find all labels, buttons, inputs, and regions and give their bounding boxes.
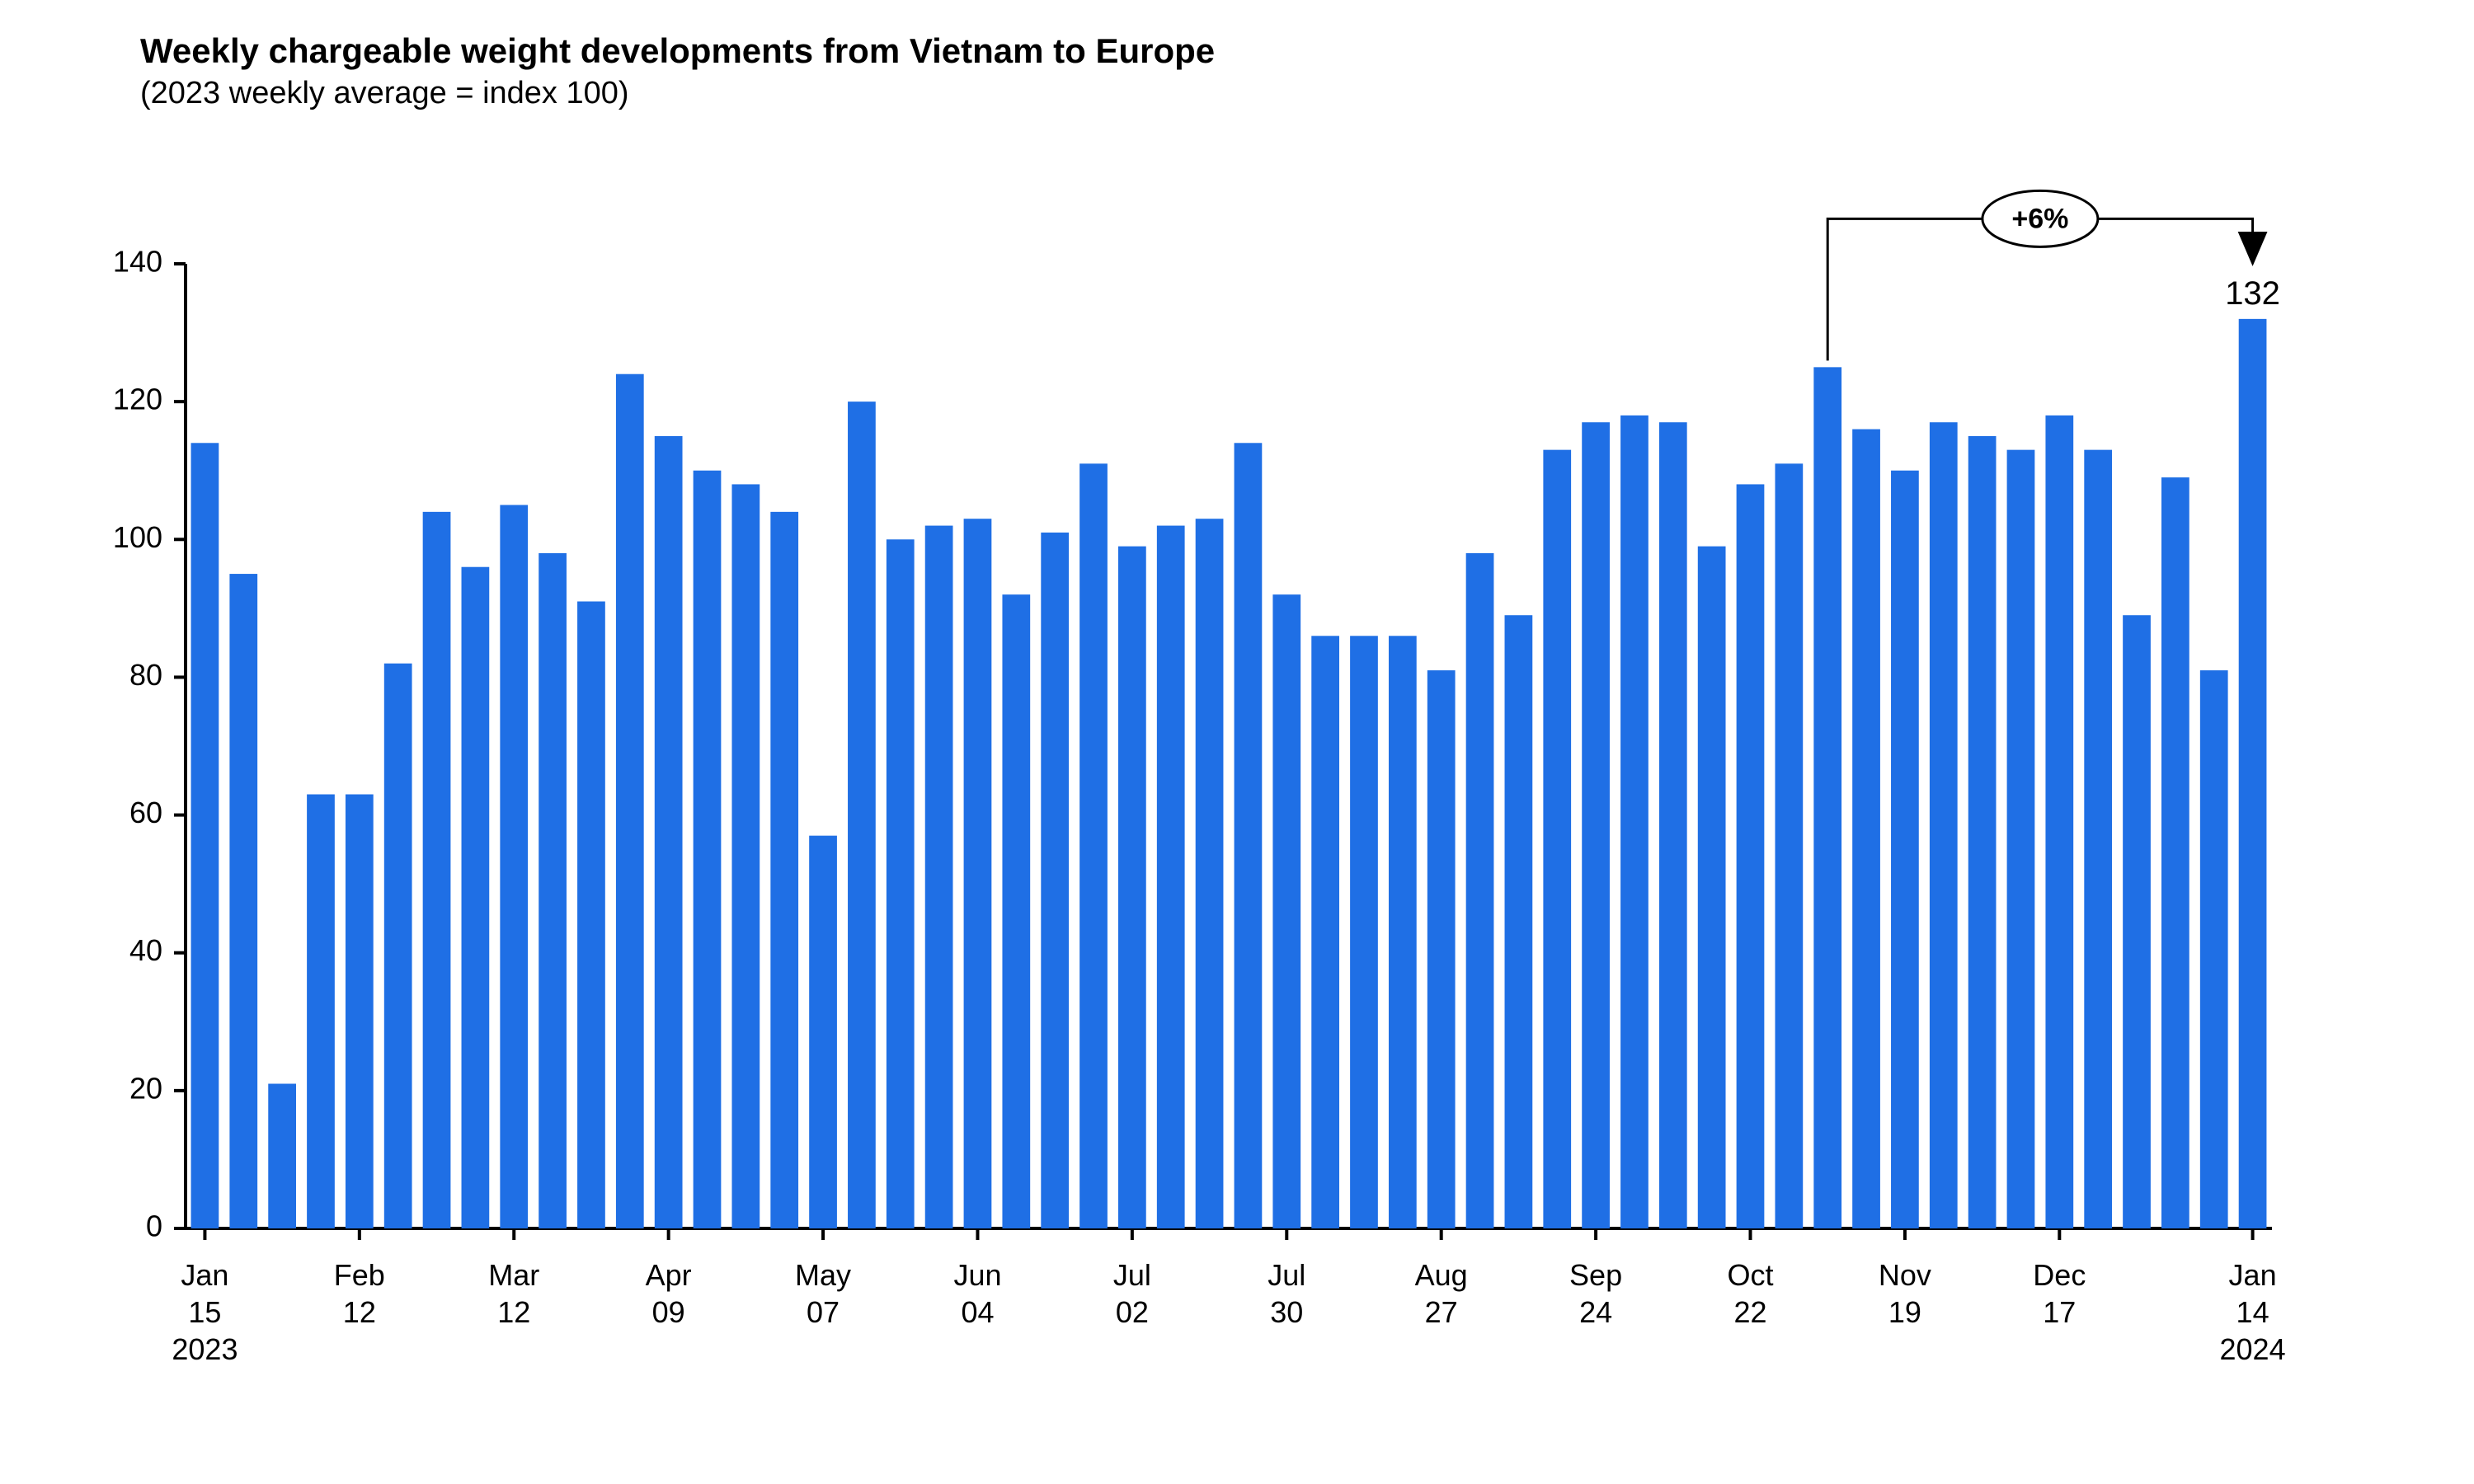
chart-subtitle: (2023 weekly average = index 100) (140, 76, 629, 111)
x-tick-label: 27 (1425, 1295, 1458, 1329)
y-tick-label: 140 (113, 245, 162, 279)
bar (346, 795, 374, 1229)
x-tick-label: 17 (2043, 1295, 2076, 1329)
bar (964, 519, 992, 1228)
x-tick-label: May (795, 1258, 851, 1292)
bar (1968, 436, 1997, 1228)
bar (462, 567, 490, 1228)
bar (1659, 422, 1687, 1228)
bar (731, 484, 760, 1228)
bar (887, 539, 915, 1228)
bar (577, 602, 605, 1229)
bar (1737, 484, 1765, 1228)
callout-pct-label: +6% (2011, 203, 2068, 234)
bar (2084, 450, 2112, 1228)
bar (307, 795, 335, 1229)
bar (229, 574, 257, 1228)
bar (539, 553, 567, 1228)
bar (1698, 547, 1726, 1228)
bar (2200, 670, 2228, 1228)
bar (500, 505, 528, 1229)
x-tick-label: 15 (188, 1295, 221, 1329)
x-tick-label: 22 (1733, 1295, 1766, 1329)
bar (1582, 422, 1610, 1228)
y-tick-label: 120 (113, 383, 162, 416)
bar (848, 402, 876, 1228)
x-tick-label: 04 (961, 1295, 994, 1329)
chart-svg: 020406080100120140Jan152023Feb12Mar12Apr… (0, 0, 2474, 1484)
bar (925, 526, 953, 1228)
x-tick-label: 2024 (2220, 1332, 2286, 1366)
bar (1157, 526, 1185, 1228)
y-tick-label: 40 (129, 933, 162, 967)
x-tick-label: Jul (1113, 1258, 1151, 1292)
x-tick-label: Dec (2033, 1258, 2086, 1292)
x-tick-label: Sep (1569, 1258, 1622, 1292)
bar (1235, 443, 1263, 1228)
x-tick-label: 07 (807, 1295, 840, 1329)
x-tick-label: 24 (1579, 1295, 1612, 1329)
bar (2045, 416, 2073, 1228)
x-tick-label: 30 (1270, 1295, 1303, 1329)
y-tick-label: 100 (113, 520, 162, 554)
bar (384, 664, 412, 1228)
x-tick-label: Nov (1879, 1258, 1931, 1292)
x-tick-label: Aug (1415, 1258, 1468, 1292)
chart-container: Weekly chargeable weight developments fr… (0, 0, 2474, 1484)
y-tick-label: 60 (129, 796, 162, 829)
bar (1079, 463, 1108, 1228)
bar (1466, 553, 1494, 1228)
bar (616, 374, 644, 1228)
bar (1505, 615, 1533, 1228)
bar (2161, 477, 2189, 1228)
x-tick-label: Jan (181, 1258, 228, 1292)
x-tick-label: Jan (2229, 1258, 2277, 1292)
bar (1891, 471, 1919, 1228)
bar (694, 471, 722, 1228)
bar (1543, 450, 1571, 1228)
bar (1813, 367, 1841, 1228)
x-tick-label: 19 (1888, 1295, 1921, 1329)
bar (655, 436, 683, 1228)
chart-title: Weekly chargeable weight developments fr… (140, 31, 1215, 71)
bar (423, 512, 451, 1228)
bar (1852, 430, 1880, 1228)
bar (2007, 450, 2035, 1228)
bar (1775, 463, 1803, 1228)
bar (1620, 416, 1649, 1228)
x-tick-label: 02 (1116, 1295, 1149, 1329)
y-tick-label: 0 (146, 1209, 162, 1243)
bar (2239, 319, 2267, 1228)
bar (1272, 594, 1300, 1228)
bar (1350, 636, 1378, 1228)
x-tick-label: Apr (646, 1258, 692, 1292)
x-tick-label: 2023 (172, 1332, 238, 1366)
x-tick-label: Oct (1727, 1258, 1773, 1292)
bar (268, 1084, 296, 1229)
bar (1427, 670, 1456, 1228)
bar (1196, 519, 1224, 1228)
x-tick-label: 12 (343, 1295, 376, 1329)
y-tick-label: 80 (129, 658, 162, 692)
bar (1041, 533, 1069, 1228)
x-tick-label: 09 (652, 1295, 685, 1329)
bar (1311, 636, 1339, 1228)
x-tick-label: Mar (488, 1258, 539, 1292)
x-tick-label: Feb (334, 1258, 385, 1292)
x-tick-label: 14 (2236, 1295, 2269, 1329)
bar (1002, 594, 1030, 1228)
bar (770, 512, 798, 1228)
x-tick-label: Jul (1268, 1258, 1305, 1292)
callout-value-label: 132 (2225, 275, 2280, 312)
y-tick-label: 20 (129, 1071, 162, 1105)
bar (2123, 615, 2151, 1228)
bar (1930, 422, 1958, 1228)
bar (191, 443, 219, 1228)
bar (1118, 547, 1146, 1228)
x-tick-label: Jun (953, 1258, 1001, 1292)
bar (1389, 636, 1417, 1228)
x-tick-label: 12 (497, 1295, 530, 1329)
bar (809, 836, 837, 1228)
